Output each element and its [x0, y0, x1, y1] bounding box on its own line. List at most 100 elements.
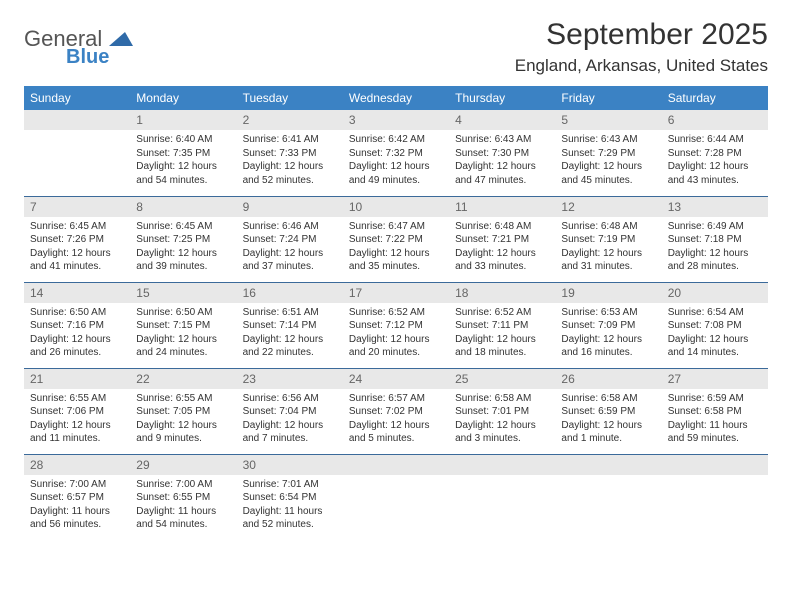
day-number: 25 [449, 369, 555, 389]
daylight: Daylight: 12 hours and 5 minutes. [349, 419, 443, 446]
calendar-row: 14Sunrise: 6:50 AMSunset: 7:16 PMDayligh… [24, 282, 768, 368]
day-body: Sunrise: 6:45 AMSunset: 7:25 PMDaylight:… [130, 217, 236, 278]
sunset: Sunset: 7:06 PM [30, 405, 124, 419]
day-number: 1 [130, 110, 236, 130]
day-body [449, 475, 555, 525]
calendar-cell [343, 454, 449, 540]
day-number: 14 [24, 283, 130, 303]
day-body: Sunrise: 6:43 AMSunset: 7:30 PMDaylight:… [449, 130, 555, 191]
weekday-header: Friday [555, 86, 661, 110]
day-number: 24 [343, 369, 449, 389]
calendar-cell: 29Sunrise: 7:00 AMSunset: 6:55 PMDayligh… [130, 454, 236, 540]
calendar-cell: 24Sunrise: 6:57 AMSunset: 7:02 PMDayligh… [343, 368, 449, 454]
sunset: Sunset: 7:16 PM [30, 319, 124, 333]
month-title: September 2025 [515, 18, 768, 52]
sunset: Sunset: 7:30 PM [455, 147, 549, 161]
day-number: 22 [130, 369, 236, 389]
sunset: Sunset: 7:25 PM [136, 233, 230, 247]
header: General Blue September 2025 England, Ark… [24, 18, 768, 76]
daylight: Daylight: 12 hours and 33 minutes. [455, 247, 549, 274]
daylight: Daylight: 12 hours and 9 minutes. [136, 419, 230, 446]
sunset: Sunset: 7:04 PM [243, 405, 337, 419]
sunset: Sunset: 6:55 PM [136, 491, 230, 505]
day-number [24, 110, 130, 130]
daylight: Daylight: 12 hours and 14 minutes. [668, 333, 762, 360]
calendar-cell: 28Sunrise: 7:00 AMSunset: 6:57 PMDayligh… [24, 454, 130, 540]
day-number: 10 [343, 197, 449, 217]
day-number [662, 455, 768, 475]
day-number: 18 [449, 283, 555, 303]
sunset: Sunset: 7:18 PM [668, 233, 762, 247]
sunrise: Sunrise: 6:52 AM [455, 306, 549, 320]
sunrise: Sunrise: 6:55 AM [30, 392, 124, 406]
day-number [343, 455, 449, 475]
sunset: Sunset: 7:02 PM [349, 405, 443, 419]
calendar-cell: 11Sunrise: 6:48 AMSunset: 7:21 PMDayligh… [449, 196, 555, 282]
sunset: Sunset: 7:21 PM [455, 233, 549, 247]
sunrise: Sunrise: 6:41 AM [243, 133, 337, 147]
day-body [343, 475, 449, 525]
calendar-cell: 14Sunrise: 6:50 AMSunset: 7:16 PMDayligh… [24, 282, 130, 368]
calendar-cell: 7Sunrise: 6:45 AMSunset: 7:26 PMDaylight… [24, 196, 130, 282]
day-body: Sunrise: 6:50 AMSunset: 7:16 PMDaylight:… [24, 303, 130, 364]
sunset: Sunset: 6:54 PM [243, 491, 337, 505]
day-number: 15 [130, 283, 236, 303]
sunset: Sunset: 7:15 PM [136, 319, 230, 333]
day-body: Sunrise: 6:44 AMSunset: 7:28 PMDaylight:… [662, 130, 768, 191]
sunset: Sunset: 6:59 PM [561, 405, 655, 419]
day-number: 16 [237, 283, 343, 303]
daylight: Daylight: 12 hours and 24 minutes. [136, 333, 230, 360]
sunrise: Sunrise: 6:47 AM [349, 220, 443, 234]
calendar-cell: 21Sunrise: 6:55 AMSunset: 7:06 PMDayligh… [24, 368, 130, 454]
daylight: Daylight: 12 hours and 7 minutes. [243, 419, 337, 446]
day-number [449, 455, 555, 475]
sunset: Sunset: 7:12 PM [349, 319, 443, 333]
day-number: 23 [237, 369, 343, 389]
calendar-cell: 23Sunrise: 6:56 AMSunset: 7:04 PMDayligh… [237, 368, 343, 454]
calendar-cell: 19Sunrise: 6:53 AMSunset: 7:09 PMDayligh… [555, 282, 661, 368]
location: England, Arkansas, United States [515, 56, 768, 76]
calendar-cell: 3Sunrise: 6:42 AMSunset: 7:32 PMDaylight… [343, 110, 449, 196]
day-body: Sunrise: 6:59 AMSunset: 6:58 PMDaylight:… [662, 389, 768, 450]
sunrise: Sunrise: 6:40 AM [136, 133, 230, 147]
day-body [662, 475, 768, 525]
sunset: Sunset: 7:26 PM [30, 233, 124, 247]
sunrise: Sunrise: 6:45 AM [136, 220, 230, 234]
calendar-cell: 4Sunrise: 6:43 AMSunset: 7:30 PMDaylight… [449, 110, 555, 196]
daylight: Daylight: 11 hours and 56 minutes. [30, 505, 124, 532]
calendar-cell: 20Sunrise: 6:54 AMSunset: 7:08 PMDayligh… [662, 282, 768, 368]
day-body: Sunrise: 6:46 AMSunset: 7:24 PMDaylight:… [237, 217, 343, 278]
daylight: Daylight: 12 hours and 31 minutes. [561, 247, 655, 274]
calendar-cell: 16Sunrise: 6:51 AMSunset: 7:14 PMDayligh… [237, 282, 343, 368]
day-body: Sunrise: 6:51 AMSunset: 7:14 PMDaylight:… [237, 303, 343, 364]
day-number: 17 [343, 283, 449, 303]
day-number: 12 [555, 197, 661, 217]
day-number: 30 [237, 455, 343, 475]
day-body: Sunrise: 6:50 AMSunset: 7:15 PMDaylight:… [130, 303, 236, 364]
day-body: Sunrise: 6:55 AMSunset: 7:05 PMDaylight:… [130, 389, 236, 450]
daylight: Daylight: 12 hours and 3 minutes. [455, 419, 549, 446]
daylight: Daylight: 12 hours and 16 minutes. [561, 333, 655, 360]
day-body: Sunrise: 6:48 AMSunset: 7:21 PMDaylight:… [449, 217, 555, 278]
sunset: Sunset: 7:29 PM [561, 147, 655, 161]
sunset: Sunset: 7:11 PM [455, 319, 549, 333]
day-number: 9 [237, 197, 343, 217]
daylight: Daylight: 12 hours and 49 minutes. [349, 160, 443, 187]
daylight: Daylight: 12 hours and 52 minutes. [243, 160, 337, 187]
day-number: 26 [555, 369, 661, 389]
calendar-cell: 9Sunrise: 6:46 AMSunset: 7:24 PMDaylight… [237, 196, 343, 282]
daylight: Daylight: 12 hours and 45 minutes. [561, 160, 655, 187]
weekday-header: Thursday [449, 86, 555, 110]
calendar-cell: 12Sunrise: 6:48 AMSunset: 7:19 PMDayligh… [555, 196, 661, 282]
sunset: Sunset: 7:19 PM [561, 233, 655, 247]
sunset: Sunset: 7:22 PM [349, 233, 443, 247]
sunrise: Sunrise: 6:42 AM [349, 133, 443, 147]
day-body: Sunrise: 7:01 AMSunset: 6:54 PMDaylight:… [237, 475, 343, 536]
day-number [555, 455, 661, 475]
sunrise: Sunrise: 6:46 AM [243, 220, 337, 234]
sunset: Sunset: 6:57 PM [30, 491, 124, 505]
sunset: Sunset: 7:09 PM [561, 319, 655, 333]
daylight: Daylight: 11 hours and 52 minutes. [243, 505, 337, 532]
day-body: Sunrise: 6:42 AMSunset: 7:32 PMDaylight:… [343, 130, 449, 191]
daylight: Daylight: 12 hours and 20 minutes. [349, 333, 443, 360]
